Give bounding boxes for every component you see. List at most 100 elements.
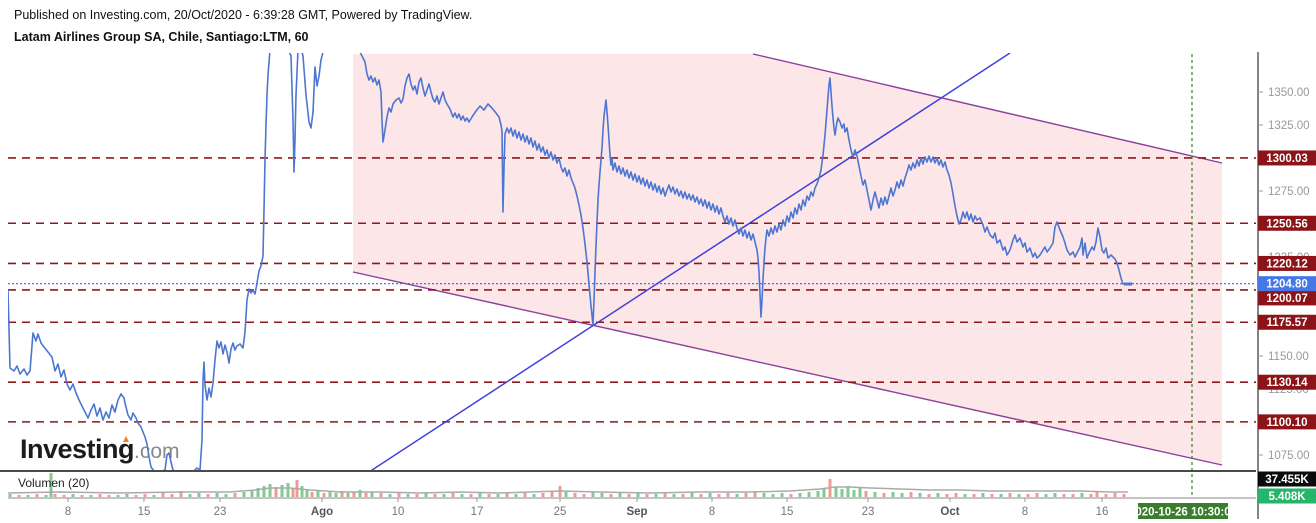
volume-bar (53, 494, 57, 497)
volume-bar (582, 494, 586, 497)
volume-bar (744, 493, 748, 497)
x-axis-label: Sep (626, 506, 647, 518)
volume-bar (954, 493, 958, 497)
volume-bar (274, 487, 278, 497)
volume-bar (233, 493, 237, 497)
volume-bar (487, 494, 491, 497)
volume-bar (305, 490, 309, 497)
volume-bar (442, 494, 446, 497)
volume-bar (753, 492, 757, 497)
descending-channel-fill (353, 54, 1222, 465)
volume-bar (505, 493, 509, 497)
x-axis-label: 15 (138, 506, 151, 518)
volume-bar (972, 494, 976, 497)
volume-bar (280, 485, 284, 497)
volume-bar (358, 490, 362, 497)
volume-bar (852, 490, 856, 497)
volume-bar (1104, 494, 1108, 497)
price-level-badge: 1130.14 (1267, 377, 1309, 389)
volume-bar (107, 495, 111, 497)
volume-bar (636, 493, 640, 497)
ascending-trend-line[interactable] (369, 53, 1011, 472)
volume-bar (990, 494, 994, 497)
volume-bar (1026, 494, 1030, 497)
volume-bar (424, 493, 428, 497)
price-level-badge-bg (1258, 290, 1316, 306)
volume-bar (1095, 491, 1099, 497)
volume-bar (816, 491, 820, 497)
volume-bar (690, 493, 694, 497)
volume-bar (161, 493, 165, 497)
volume-value-badge-bg (1258, 471, 1316, 487)
y-axis-tick-label: 1150.00 (1268, 351, 1309, 363)
volume-bar (1080, 493, 1084, 497)
volume-bar (1035, 493, 1039, 497)
volume-bar (1089, 494, 1093, 497)
volume-bar (550, 492, 554, 497)
volume-bar (963, 494, 967, 497)
volume-bar (834, 487, 838, 497)
volume-bar (1071, 494, 1075, 497)
volume-bar (35, 494, 39, 497)
volume-bar (618, 493, 622, 497)
volume-bar (807, 492, 811, 497)
volume-bar (541, 493, 545, 497)
volume-bar (322, 493, 326, 497)
volume-bar (215, 493, 219, 497)
price-level-badge: 1250.56 (1266, 218, 1308, 230)
volume-bar (726, 493, 730, 497)
volume-bar (370, 492, 374, 497)
volume-bar (523, 493, 527, 497)
price-level-badge: 1200.07 (1266, 293, 1308, 305)
volume-bar (609, 494, 613, 497)
volume-bar (1122, 494, 1126, 497)
channel-upper-line[interactable] (752, 53, 1223, 164)
volume-bar (170, 494, 174, 497)
volume-bar (891, 492, 895, 497)
logo-orange-tittle-icon (123, 436, 129, 442)
price-level-badge: 1220.12 (1266, 258, 1308, 270)
volume-bar (762, 493, 766, 497)
volume-bar (936, 493, 940, 497)
volume-bar (708, 493, 712, 497)
volume-bar (98, 494, 102, 497)
x-axis-label: 16 (1096, 506, 1109, 518)
volume-bar (460, 494, 464, 497)
investing-watermark: Investing .com (20, 434, 180, 465)
x-axis-label: 23 (862, 506, 875, 518)
volume-bar (591, 492, 595, 497)
volume-bar (663, 493, 667, 497)
volume-bar (672, 494, 676, 497)
y-axis-tick-label: 1325.00 (1268, 120, 1310, 132)
volume-bar (1062, 494, 1066, 497)
volume-bar (600, 493, 604, 497)
volume-bar (514, 494, 518, 497)
volume-bar (89, 495, 93, 497)
price-level-badge-bg (1258, 374, 1316, 390)
volume-bar (1017, 494, 1021, 497)
published-line: Published on Investing.com, 20/Oct/2020 … (14, 8, 473, 22)
future-date-badge-bg (1138, 503, 1228, 519)
volume-bar (654, 494, 658, 497)
channel-lower-line[interactable] (352, 271, 1223, 466)
x-axis-label: Ago (311, 506, 333, 518)
price-level-badge-bg (1258, 150, 1316, 166)
volume-bar (478, 493, 482, 497)
volume-bar (1113, 493, 1117, 497)
volume-bar (840, 489, 844, 497)
volume-bar (1044, 494, 1048, 497)
volume-bar (1008, 493, 1012, 497)
volume-bar (433, 494, 437, 497)
instrument-title: Latam Airlines Group SA, Chile, Santiago… (14, 30, 309, 44)
volume-bar (981, 493, 985, 497)
volume-bar (645, 494, 649, 497)
volume-bar (780, 493, 784, 497)
volume-bar (681, 494, 685, 497)
volume-bar (864, 491, 868, 497)
volume-bar (451, 493, 455, 497)
volume-bar (927, 494, 931, 497)
volume-bar (379, 493, 383, 497)
volume-bar (1053, 493, 1057, 497)
